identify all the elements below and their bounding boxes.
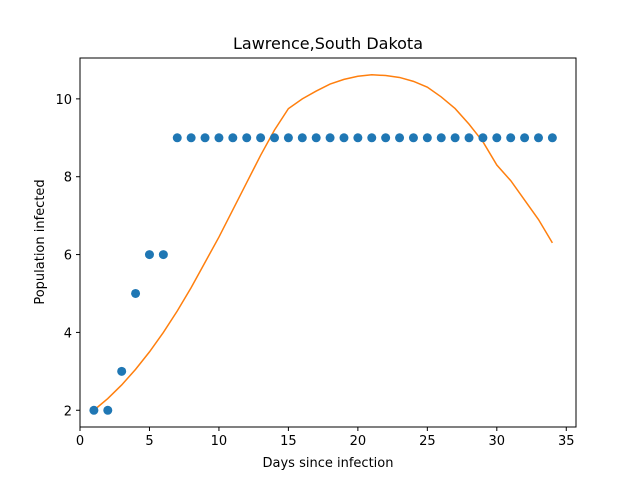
data-point [353,133,363,143]
chart-title: Lawrence,South Dakota [233,34,423,53]
y-tick-label: 10 [55,93,72,108]
plot-area [89,73,557,415]
data-point [339,133,349,143]
fit-curve-line [93,73,554,411]
data-point [242,133,252,143]
data-point [214,133,224,143]
data-point [464,133,474,143]
data-point [533,133,543,143]
data-point [311,133,321,143]
data-point [395,133,405,143]
data-point [506,133,516,143]
data-point [547,133,557,143]
data-point [520,133,530,143]
x-tick-label: 25 [419,434,436,449]
data-point [131,288,141,298]
data-point [103,405,113,415]
x-tick-label: 15 [280,434,297,449]
data-point [367,133,377,143]
data-point [450,133,460,143]
data-point [186,133,196,143]
data-point [297,133,307,143]
data-point [283,133,293,143]
y-tick-label: 2 [64,404,72,419]
data-point [381,133,391,143]
data-point [325,133,335,143]
axes-frame [79,57,577,428]
x-tick-label: 20 [350,434,367,449]
x-tick-label: 10 [211,434,228,449]
y-tick-label: 4 [64,326,72,341]
x-tick-label: 0 [76,434,84,449]
x-tick-label: 30 [489,434,506,449]
y-axis-label: Population infected [33,179,48,304]
x-axis-label: Days since infection [263,456,394,471]
data-point [172,133,182,143]
data-point [200,133,210,143]
data-point [436,133,446,143]
y-tick-label: 6 [64,249,72,264]
data-point [492,133,502,143]
data-point [144,250,154,260]
x-axis: 0 5 10 15 20 25 30 35 [76,427,575,449]
data-point [422,133,432,143]
y-tick-label: 8 [64,171,72,186]
data-point [89,405,99,415]
data-point [408,133,418,143]
data-point [117,366,127,376]
data-point [158,250,168,260]
x-tick-label: 35 [558,434,575,449]
x-tick-label: 5 [145,434,153,449]
y-axis: 2 4 6 8 10 [55,93,80,419]
data-point [478,133,488,143]
data-point [256,133,266,143]
data-point [270,133,280,143]
data-point [228,133,238,143]
